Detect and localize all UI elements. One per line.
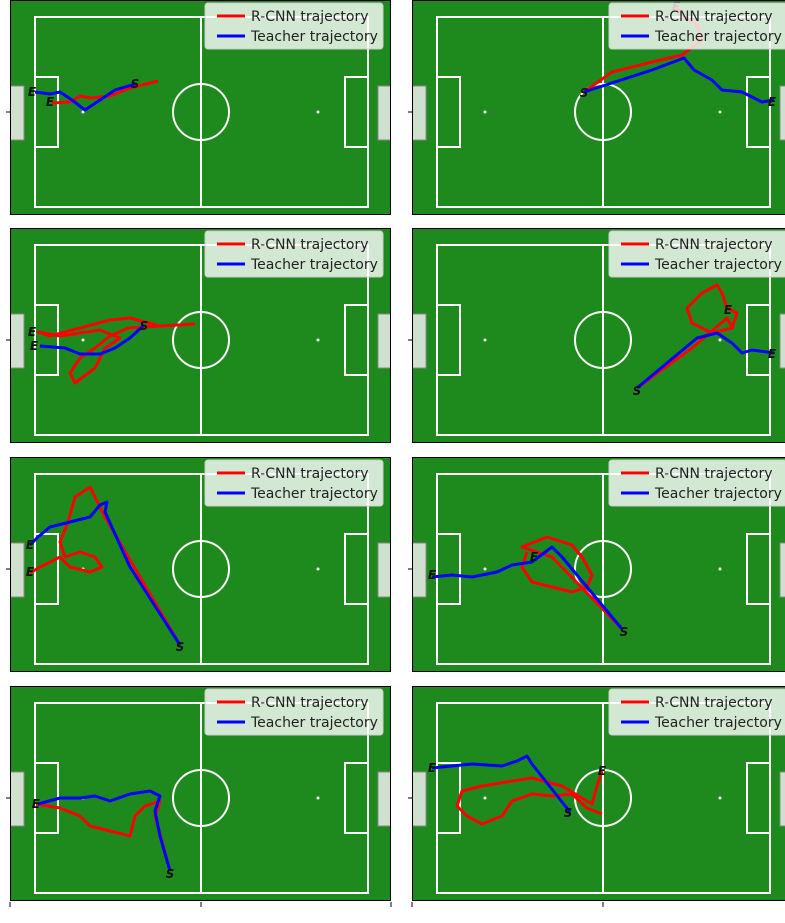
end-label: E — [724, 303, 733, 317]
spot — [82, 339, 85, 342]
goal — [10, 314, 24, 368]
end-label: E — [28, 85, 37, 99]
goal — [780, 543, 785, 597]
goal — [10, 86, 24, 140]
goal — [378, 314, 392, 368]
legend-label: R-CNN trajectory — [251, 237, 369, 253]
panel: S EE R-CNN trajectory Teacher trajectory — [10, 0, 392, 215]
end-label: E — [428, 568, 437, 582]
spot — [719, 797, 722, 800]
spot — [484, 339, 487, 342]
legend-label: Teacher trajectory — [654, 257, 782, 273]
end-label: E — [768, 347, 777, 361]
start-label: S — [131, 77, 140, 91]
legend-label: Teacher trajectory — [654, 29, 782, 45]
spot — [719, 568, 722, 571]
end-label: E — [530, 550, 539, 564]
spot — [317, 797, 320, 800]
end-label: E — [598, 764, 607, 778]
spot — [317, 111, 320, 114]
spot — [317, 568, 320, 571]
legend-label: R-CNN trajectory — [655, 695, 773, 711]
goal — [378, 772, 392, 826]
goal — [780, 86, 785, 140]
legend-label: R-CNN trajectory — [655, 237, 773, 253]
goal — [412, 543, 426, 597]
end-label: E — [46, 95, 55, 109]
start-label: S — [633, 384, 642, 398]
start-label: S — [620, 625, 629, 639]
legend-label: Teacher trajectory — [250, 715, 378, 731]
legend-label: R-CNN trajectory — [655, 9, 773, 25]
start-label: S — [564, 806, 573, 820]
goal — [412, 86, 426, 140]
goal — [780, 772, 785, 826]
end-label: E — [26, 565, 35, 579]
panel: S E E R-CNN trajectory Teacher trajectory — [412, 686, 785, 901]
end-label: E — [428, 761, 437, 775]
legend-label: R-CNN trajectory — [251, 466, 369, 482]
panel: S E E R-CNN trajectory Teacher trajectory — [412, 457, 785, 672]
goal — [10, 772, 24, 826]
legend-label: Teacher trajectory — [654, 715, 782, 731]
start-label: S — [166, 867, 175, 881]
start-label: S — [140, 319, 149, 333]
spot — [317, 339, 320, 342]
legend-label: Teacher trajectory — [250, 29, 378, 45]
legend-label: R-CNN trajectory — [655, 466, 773, 482]
end-label: E — [26, 538, 35, 552]
goal — [378, 86, 392, 140]
legend-label: Teacher trajectory — [250, 486, 378, 502]
start-label: S — [176, 640, 185, 654]
panel: S E R-CNN trajectory Teacher trajectory — [10, 686, 392, 901]
goal — [10, 543, 24, 597]
spot — [719, 111, 722, 114]
goal — [780, 314, 785, 368]
panel: S EE R-CNN trajectory Teacher trajectory — [10, 228, 392, 443]
spot — [484, 111, 487, 114]
spot — [719, 339, 722, 342]
goal — [378, 543, 392, 597]
legend-label: R-CNN trajectory — [251, 9, 369, 25]
spot — [484, 797, 487, 800]
legend-label: R-CNN trajectory — [251, 695, 369, 711]
goal — [412, 314, 426, 368]
legend-label: Teacher trajectory — [654, 486, 782, 502]
goal — [412, 772, 426, 826]
end-label: E — [32, 797, 41, 811]
panel: S EE R-CNN trajectory Teacher trajectory — [10, 457, 392, 672]
end-label: E — [28, 325, 37, 339]
start-label: S — [580, 86, 589, 100]
legend-label: Teacher trajectory — [250, 257, 378, 273]
panel: S E E R-CNN trajectory Teacher trajectory — [412, 228, 785, 443]
spot — [484, 568, 487, 571]
end-label: E — [30, 339, 39, 353]
end-label: E — [768, 95, 777, 109]
